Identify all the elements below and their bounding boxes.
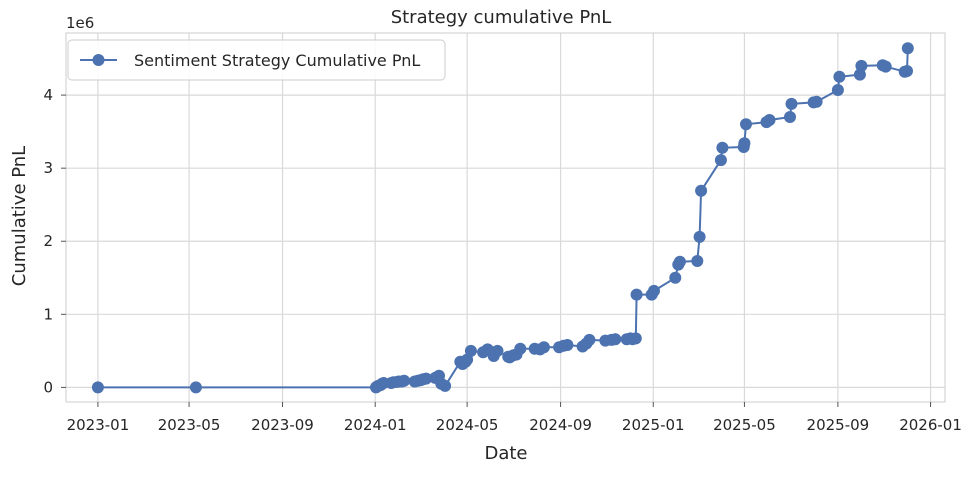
chart-title: Strategy cumulative PnL [391,7,612,28]
x-tick-label: 2023-01 [67,416,130,434]
data-point [420,372,433,385]
data-point [763,114,776,126]
data-point [514,342,527,355]
x-tick-label: 2026-01 [899,416,962,434]
data-point [784,111,796,123]
plot-area-frame [65,32,946,403]
x-axis-ticks: 2023-01 2023-05 2023-09 2024-01 2024-05 2024-… [67,402,962,434]
data-point [464,344,477,357]
data-point [691,255,704,267]
data-point [439,379,452,392]
data-point [901,42,914,55]
legend-box [67,39,446,81]
data-series [91,42,914,394]
data-point [537,341,550,354]
legend-label: Sentiment Strategy Cumulative PnL [134,51,420,70]
x-tick-label: 2025-09 [807,416,870,434]
data-point [810,95,823,108]
data-point [716,141,729,154]
data-point [693,230,706,243]
data-point [738,137,751,150]
x-tick-label: 2025-01 [622,416,685,434]
data-point [714,154,727,167]
x-tick-label: 2023-05 [158,416,221,434]
data-point [785,97,798,110]
y-tick-label: 0 [43,378,53,396]
data-point [879,60,892,73]
data-point [398,374,411,387]
x-tick-label: 2024-01 [344,416,407,434]
y-tick-label: 2 [43,232,53,250]
data-point [669,271,682,284]
data-point [695,184,708,197]
y-tick-label: 4 [43,86,53,104]
legend-marker-swatch [92,54,105,66]
x-tick-label: 2025-05 [713,416,776,434]
y-tick-label: 1 [43,305,53,323]
data-point [561,339,574,351]
data-point [609,333,622,346]
data-point [583,333,596,346]
data-point [648,284,660,297]
x-axis-label: Date [484,443,527,464]
data-point [91,381,104,394]
data-point [189,381,202,394]
data-point [901,65,913,77]
data-point [831,84,844,96]
data-point [629,332,642,345]
y-axis-offset-label: 1e6 [66,14,94,32]
x-tick-label: 2024-09 [529,416,592,434]
x-tick-label: 2023-09 [251,416,314,434]
y-axis-ticks: 0 1 2 3 4 [43,86,66,396]
data-point [833,70,846,83]
data-point [630,288,643,301]
data-point [673,255,686,268]
legend[interactable]: Sentiment Strategy Cumulative PnL [67,39,446,81]
x-tick-label: 2024-05 [436,416,499,434]
data-point [491,344,504,357]
y-axis-label: Cumulative PnL [9,146,30,286]
y-tick-label: 3 [43,159,53,177]
data-point [740,118,752,131]
data-point [855,59,868,72]
